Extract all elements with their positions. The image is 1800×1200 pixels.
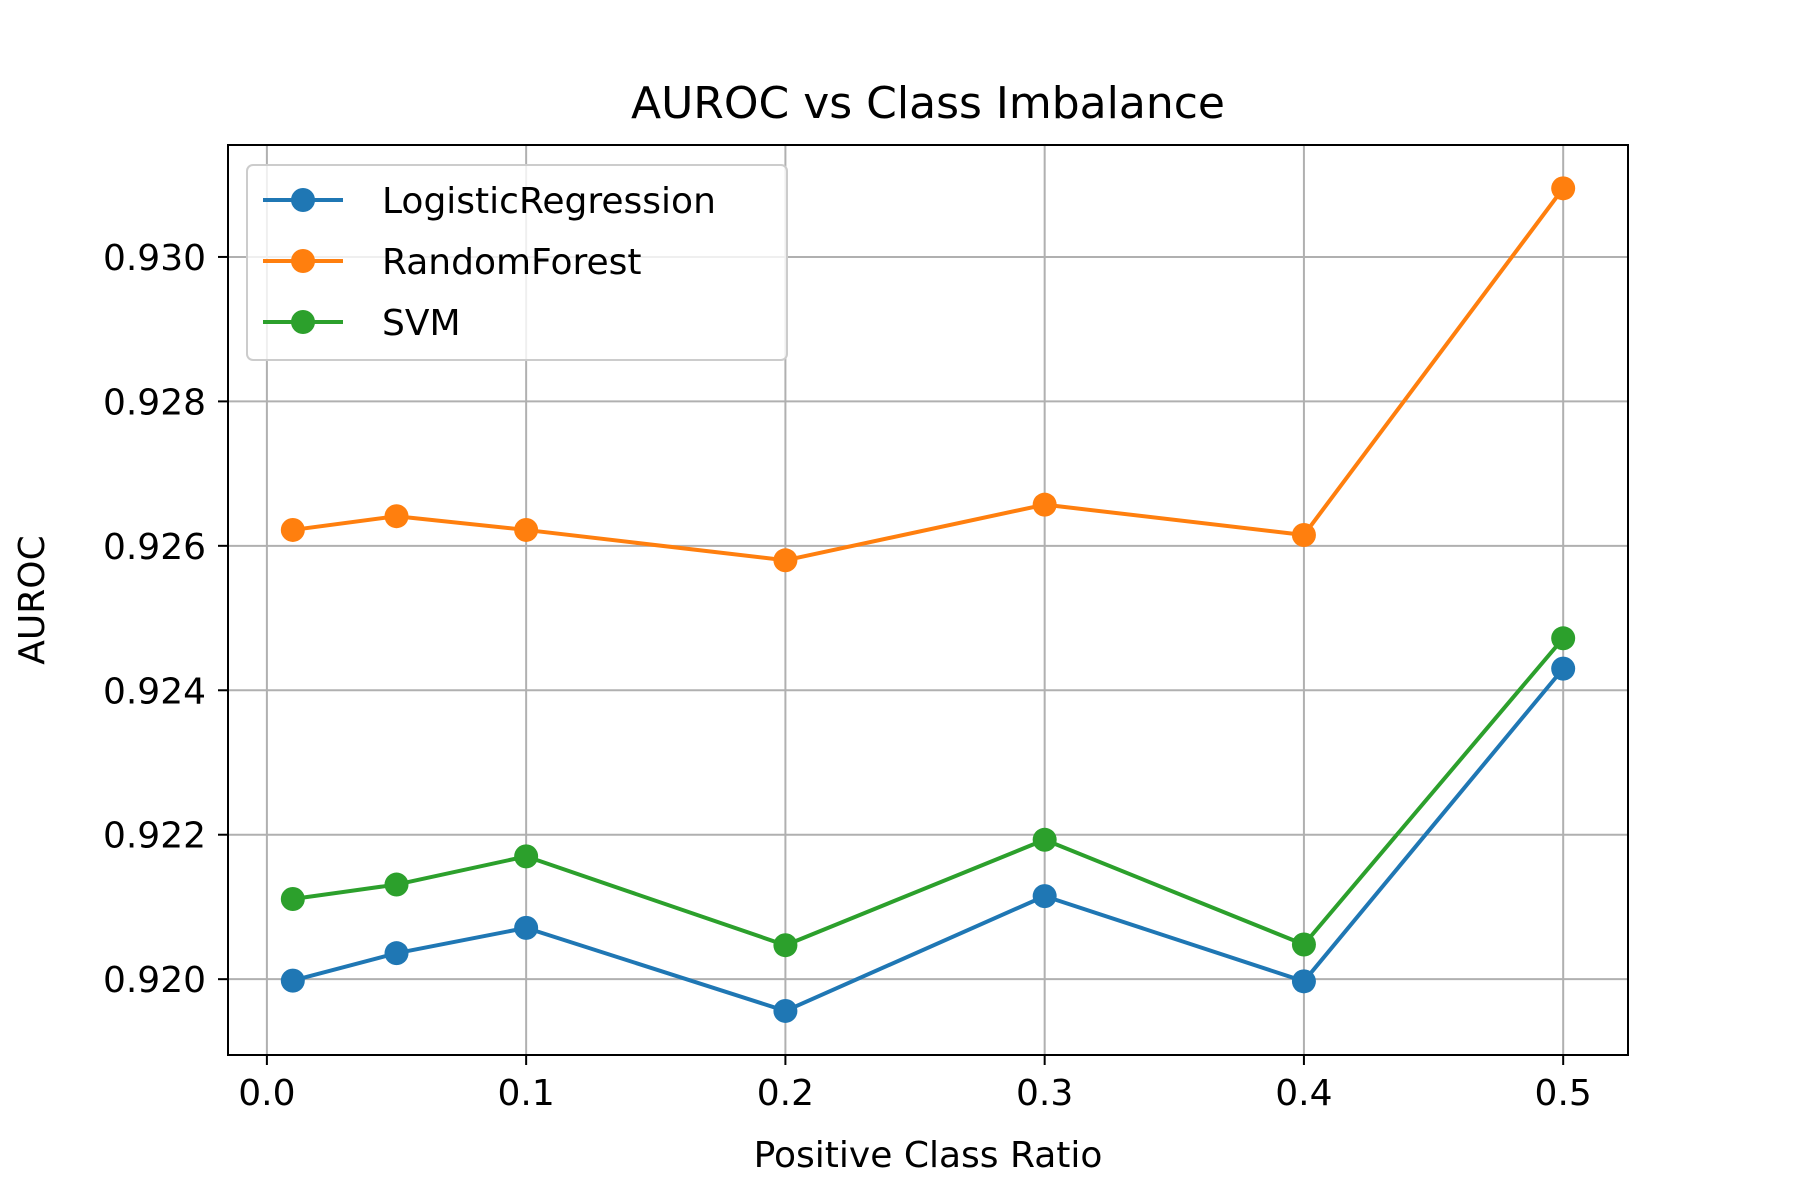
legend-marker <box>291 188 315 212</box>
data-point <box>1291 523 1316 547</box>
data-point <box>514 844 539 869</box>
y-tick-label: 0.920 <box>103 960 206 1001</box>
x-tick-label: 0.0 <box>238 1073 295 1114</box>
data-point <box>773 548 798 573</box>
chart-title: AUROC vs Class Imbalance <box>631 78 1225 129</box>
data-point <box>1291 969 1316 994</box>
y-tick-label: 0.924 <box>103 671 206 712</box>
legend-label: RandomForest <box>382 242 642 283</box>
data-point <box>1032 492 1057 517</box>
plot-frame <box>227 144 1629 1056</box>
legend: LogisticRegression RandomForest SVM <box>246 164 788 361</box>
series-group <box>280 176 1576 1023</box>
x-tick-label: 0.1 <box>498 1073 555 1114</box>
legend-marker <box>291 310 315 334</box>
legend-item-svm: SVM <box>263 303 461 344</box>
data-point <box>514 517 539 542</box>
legend-item-logisticregression: LogisticRegression <box>263 181 716 222</box>
x-tick-label: 0.5 <box>1535 1073 1592 1114</box>
legend-label: SVM <box>382 303 461 344</box>
legend-item-randomforest: RandomForest <box>263 242 642 283</box>
y-tick-label: 0.930 <box>103 238 206 279</box>
y-tick-label: 0.928 <box>103 382 206 423</box>
data-point <box>1551 656 1576 681</box>
legend-marker <box>291 249 315 273</box>
series-randomforest <box>280 176 1576 573</box>
y-axis-label: AUROC <box>12 535 53 664</box>
data-point <box>280 517 305 542</box>
x-tick-label: 0.2 <box>757 1073 814 1114</box>
axis-ticks: 0.0 0.1 0.2 0.3 0.4 0.5 0.920 0.922 0.924 0.926 0.… <box>103 238 1592 1114</box>
x-tick-label: 0.4 <box>1275 1073 1332 1114</box>
data-point <box>773 933 798 958</box>
y-tick-label: 0.926 <box>103 527 206 568</box>
data-point <box>1032 827 1057 852</box>
data-point <box>280 887 305 911</box>
data-point <box>384 504 409 529</box>
data-point <box>1551 176 1576 201</box>
data-point <box>1032 884 1057 909</box>
x-axis-label: Positive Class Ratio <box>754 1135 1103 1176</box>
series-svm <box>280 626 1576 958</box>
y-tick-label: 0.922 <box>103 816 206 857</box>
data-point <box>384 872 409 897</box>
x-tick-label: 0.3 <box>1016 1073 1073 1114</box>
data-point <box>280 968 305 993</box>
data-point <box>384 941 409 966</box>
legend-box <box>246 164 788 361</box>
data-point <box>1291 932 1316 957</box>
data-point <box>514 915 539 940</box>
data-point <box>773 998 798 1023</box>
legend-label: LogisticRegression <box>382 181 716 222</box>
series-logisticregression <box>280 656 1576 1023</box>
data-point <box>1551 626 1576 651</box>
